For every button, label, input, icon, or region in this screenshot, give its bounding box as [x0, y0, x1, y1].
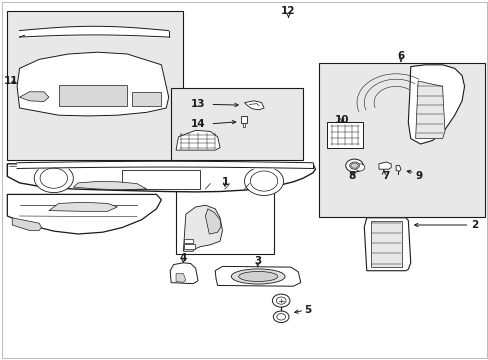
Bar: [171, 88, 303, 160]
Bar: [326, 122, 363, 148]
Polygon shape: [7, 164, 315, 192]
Bar: [122, 170, 200, 189]
Polygon shape: [176, 130, 220, 150]
Text: 6: 6: [397, 51, 404, 61]
Bar: [7, 11, 183, 160]
Text: 3: 3: [254, 256, 261, 266]
Circle shape: [345, 159, 363, 172]
Circle shape: [273, 311, 288, 323]
Bar: [241, 116, 246, 123]
Polygon shape: [20, 92, 49, 102]
Circle shape: [34, 164, 73, 193]
Circle shape: [354, 164, 364, 171]
Polygon shape: [370, 221, 401, 267]
Bar: [318, 63, 484, 217]
Text: 11: 11: [4, 76, 19, 86]
Polygon shape: [215, 266, 300, 286]
Polygon shape: [415, 81, 444, 139]
Bar: [176, 187, 273, 254]
Text: 2: 2: [470, 220, 477, 230]
Polygon shape: [364, 218, 410, 271]
Circle shape: [349, 162, 359, 169]
Bar: [183, 239, 192, 243]
Circle shape: [276, 297, 285, 304]
Polygon shape: [244, 101, 264, 110]
Polygon shape: [170, 263, 198, 284]
Circle shape: [276, 314, 285, 320]
Text: 14: 14: [190, 119, 205, 129]
Polygon shape: [242, 123, 245, 127]
Ellipse shape: [231, 269, 285, 284]
Ellipse shape: [238, 271, 277, 282]
Circle shape: [250, 171, 277, 191]
Bar: [183, 244, 194, 249]
Polygon shape: [183, 205, 222, 251]
Polygon shape: [205, 209, 221, 234]
Polygon shape: [12, 218, 41, 230]
Polygon shape: [350, 163, 358, 168]
Text: 10: 10: [334, 114, 349, 125]
Text: 12: 12: [281, 6, 295, 16]
Polygon shape: [73, 181, 146, 190]
Bar: [59, 85, 127, 106]
Text: 1: 1: [221, 177, 228, 187]
Text: 9: 9: [414, 171, 421, 181]
Polygon shape: [7, 194, 161, 234]
Polygon shape: [17, 52, 168, 116]
Text: 7: 7: [382, 171, 389, 181]
Polygon shape: [378, 162, 390, 169]
Bar: [132, 92, 161, 106]
Text: 8: 8: [348, 171, 355, 181]
Polygon shape: [407, 65, 464, 144]
Polygon shape: [395, 166, 400, 171]
Text: 5: 5: [304, 305, 311, 315]
Circle shape: [244, 167, 283, 195]
Circle shape: [40, 168, 67, 188]
Polygon shape: [49, 202, 117, 211]
Text: 13: 13: [190, 99, 205, 109]
Text: 4: 4: [179, 253, 187, 264]
Polygon shape: [176, 274, 185, 282]
Circle shape: [272, 294, 289, 307]
